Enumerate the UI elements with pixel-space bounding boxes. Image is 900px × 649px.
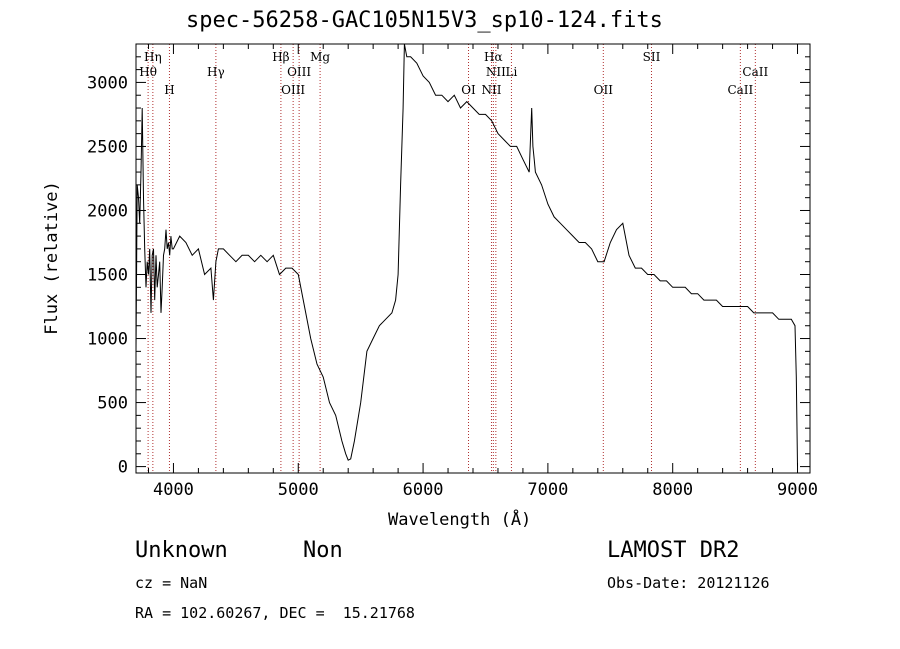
y-tick-label-500: 500 xyxy=(97,394,128,414)
redshift-cz: cz = NaN xyxy=(135,574,208,592)
y-tick-label-3000: 3000 xyxy=(87,73,128,93)
y-tick-label-2500: 2500 xyxy=(87,137,128,157)
ra-dec-coords: RA = 102.60267, DEC = 15.21768 xyxy=(135,604,415,622)
x-axis-label: Wavelength (Å) xyxy=(388,510,532,530)
x-tick-label-4000: 4000 xyxy=(153,480,194,500)
line-label-8: OI xyxy=(461,83,476,97)
line-label-11: NII xyxy=(481,83,501,97)
line-label-0: Hη xyxy=(144,50,162,64)
line-label-14: SII xyxy=(643,50,661,64)
obs-date: Obs-Date: 20121126 xyxy=(607,574,770,592)
x-tick-label-9000: 9000 xyxy=(777,480,818,500)
line-label-2: H xyxy=(164,83,174,97)
y-axis-label: Flux (relative) xyxy=(42,181,62,335)
line-label-4: Hβ xyxy=(272,50,289,64)
x-tick-label-7000: 7000 xyxy=(527,480,568,500)
survey-name: LAMOST DR2 xyxy=(607,538,740,563)
line-label-7: Mg xyxy=(310,50,330,64)
line-label-5: OIII xyxy=(287,65,311,79)
y-tick-label-1000: 1000 xyxy=(87,330,128,350)
line-label-10: NII xyxy=(486,65,506,79)
chart-title: spec-56258-GAC105N15V3_sp10-124.fits xyxy=(186,8,663,33)
x-tick-label-8000: 8000 xyxy=(652,480,693,500)
line-label-12: Li xyxy=(506,65,518,79)
subclass: Non xyxy=(303,538,343,563)
x-tick-label-6000: 6000 xyxy=(403,480,444,500)
y-tick-label-0: 0 xyxy=(118,458,128,478)
class-type: Unknown xyxy=(135,538,228,563)
x-tick-label-5000: 5000 xyxy=(278,480,319,500)
y-tick-label-1500: 1500 xyxy=(87,266,128,286)
line-label-15: CaII xyxy=(742,65,768,79)
spectrum-line xyxy=(135,43,798,467)
y-tick-label-2000: 2000 xyxy=(87,201,128,221)
line-label-16: CaII xyxy=(727,83,753,97)
line-label-3: Hγ xyxy=(207,65,225,79)
line-label-13: OII xyxy=(594,83,614,97)
line-label-1: Hθ xyxy=(139,65,157,79)
line-label-6: OIII xyxy=(281,83,305,97)
line-label-9: Hα xyxy=(484,50,503,64)
